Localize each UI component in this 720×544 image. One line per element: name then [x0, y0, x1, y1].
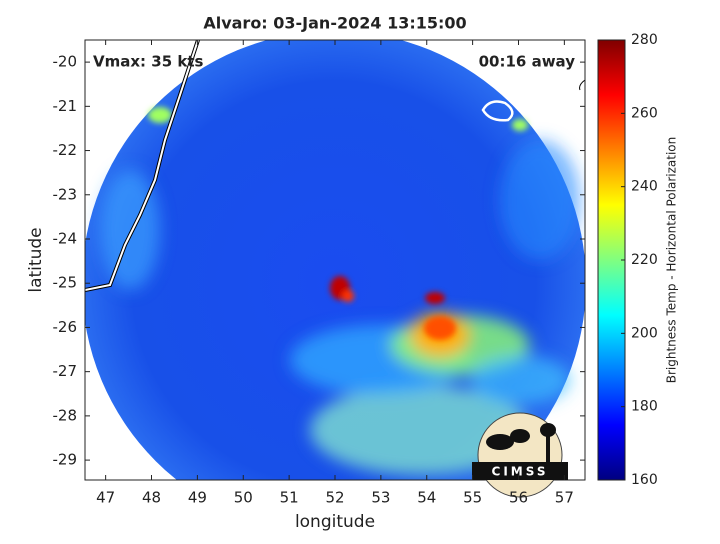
colorbar-tick-label: 180: [631, 399, 658, 415]
x-tick-label: 56: [509, 489, 528, 507]
annotation: 00:16 away: [479, 53, 576, 71]
y-tick-label: -23: [53, 185, 78, 203]
colorbar-tick-label: 240: [631, 179, 658, 195]
x-tick-label: 48: [142, 489, 161, 507]
chart-title: Alvaro: 03-Jan-2024 13:15:00: [203, 14, 466, 33]
y-tick-label: -24: [53, 229, 78, 247]
x-tick-label: 55: [463, 489, 482, 507]
satellite-image: [85, 40, 585, 480]
y-tick-label: -20: [53, 53, 78, 71]
colorbar-tick-label: 280: [631, 32, 658, 48]
colorbar-tick-label: 160: [631, 472, 658, 488]
colorbar-tick-label: 200: [631, 325, 658, 341]
colorbar: [597, 39, 626, 481]
x-tick-label: 50: [234, 489, 253, 507]
colorbar-tick-label: 220: [631, 252, 658, 268]
y-tick-label: -28: [53, 406, 78, 424]
y-tick-label: -25: [53, 274, 78, 292]
x-axis-label: longitude: [295, 512, 375, 532]
x-tick-label: 47: [96, 489, 115, 507]
y-tick-label: -22: [53, 141, 78, 159]
colorbar-label: Brightness Temp - Horizontal Polarizatio…: [665, 137, 679, 384]
x-tick-label: 51: [280, 489, 299, 507]
x-tick-label: 57: [555, 489, 574, 507]
x-tick-label: 54: [417, 489, 436, 507]
logo: CIMSS: [472, 412, 568, 498]
y-tick-label: -26: [53, 318, 78, 336]
y-tick-label: -21: [53, 97, 78, 115]
annotation: Vmax: 35 kts: [93, 53, 203, 71]
y-axis-label: latitude: [26, 227, 46, 292]
colorbar-tick-label: 260: [631, 105, 658, 121]
x-tick-label: 49: [188, 489, 207, 507]
y-tick-label: -27: [53, 362, 78, 380]
logo-text: CIMSS: [492, 465, 549, 479]
y-tick-label: -29: [53, 451, 78, 469]
x-tick-label: 53: [371, 489, 390, 507]
x-tick-label: 52: [325, 489, 344, 507]
